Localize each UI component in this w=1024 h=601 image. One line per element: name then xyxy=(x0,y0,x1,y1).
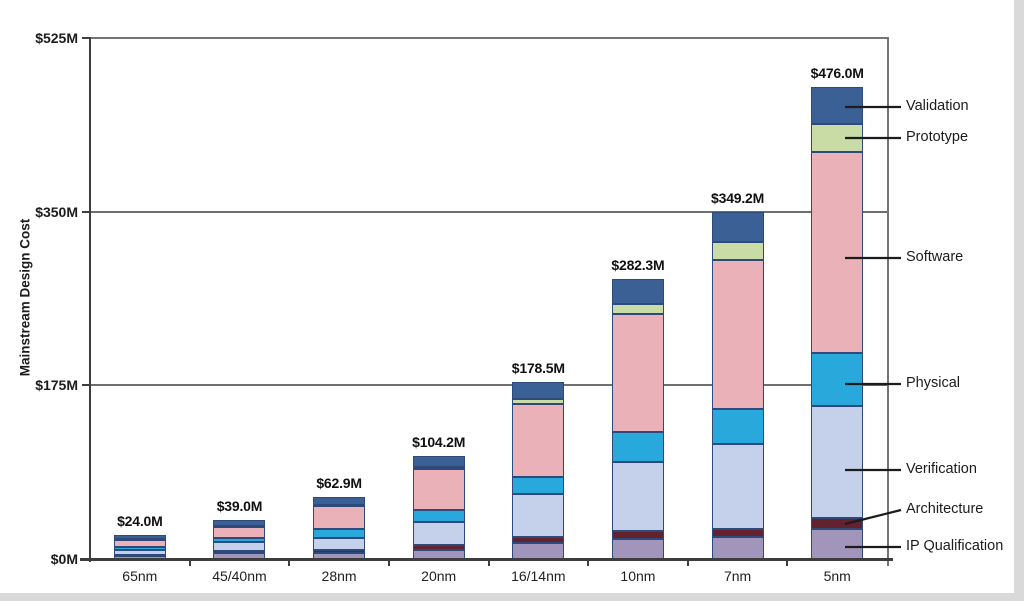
bar-segment-software xyxy=(512,403,565,477)
y-tick-mark xyxy=(82,210,90,213)
x-tick-label: 45/40nm xyxy=(212,568,267,584)
bar-segment-verification xyxy=(113,549,166,555)
bar-total-label: $476.0M xyxy=(810,64,864,81)
bar-segment-architecture xyxy=(412,545,465,551)
plot-frame-top xyxy=(90,37,889,39)
bar-segment-validation xyxy=(512,381,565,399)
bar-segment-architecture xyxy=(611,531,664,540)
bar-segment-validation xyxy=(213,520,266,526)
bar-segment-validation xyxy=(611,278,664,304)
y-tick-label: $175M xyxy=(35,377,78,394)
bar-segment-prototype xyxy=(412,466,465,470)
bar-segment-validation xyxy=(313,496,366,505)
x-tick-label: 16/14nm xyxy=(511,568,566,584)
legend-label-prototype: Prototype xyxy=(906,129,969,145)
x-tick-mark xyxy=(387,559,390,566)
bar-segment-physical xyxy=(113,547,166,550)
bar-segment-physical xyxy=(412,510,465,523)
gridline-350 xyxy=(90,210,887,213)
bar-segment-physical xyxy=(313,528,366,538)
bar-segment-prototype xyxy=(213,525,266,528)
y-tick-label: $525M xyxy=(35,30,78,46)
bar-total-label: $104.2M xyxy=(412,433,466,450)
legend-label-validation: Validation xyxy=(906,98,969,114)
bar-segment-ip-qualification xyxy=(611,539,664,559)
bar-segment-prototype xyxy=(113,538,166,541)
plot-frame-right xyxy=(887,37,889,566)
y-tick-label: $350M xyxy=(35,203,78,220)
bar-segment-verification xyxy=(412,522,465,546)
bar-segment-ip-qualification xyxy=(711,537,764,559)
x-tick-label: 5nm xyxy=(823,568,851,584)
bar-segment-software xyxy=(811,152,864,353)
bar-total-label: $39.0M xyxy=(216,498,263,515)
bar-segment-architecture xyxy=(711,529,764,538)
bar-segment-validation xyxy=(711,212,764,243)
y-tick-mark xyxy=(82,384,90,387)
y-tick-label: $0M xyxy=(50,551,78,567)
bar-segment-verification xyxy=(711,443,764,530)
bar-segment-prototype xyxy=(313,504,366,507)
bar-segment-physical xyxy=(611,431,664,462)
x-tick-mark xyxy=(487,559,490,566)
x-tick-mark xyxy=(686,559,689,566)
bar-total-label: $349.2M xyxy=(711,190,765,207)
bar-total-label: $282.3M xyxy=(611,256,665,273)
bar-segment-verification xyxy=(313,537,366,550)
plot-frame-bottom-axis xyxy=(80,558,893,561)
bar-total-label: $62.9M xyxy=(316,474,362,491)
bar-segment-architecture xyxy=(512,537,565,544)
bar-segment-software xyxy=(313,505,366,529)
x-tick-label: 10nm xyxy=(620,568,656,584)
bar-segment-validation xyxy=(811,86,864,125)
bar-segment-software xyxy=(711,260,764,409)
x-tick-label: 7nm xyxy=(723,568,752,584)
bar-segment-physical xyxy=(811,352,864,407)
bar-segment-prototype xyxy=(611,303,664,314)
bar-segment-verification xyxy=(811,406,864,519)
x-tick-mark xyxy=(587,559,590,566)
bar-segment-verification xyxy=(512,494,565,538)
bar-segment-architecture xyxy=(213,550,266,553)
x-tick-mark xyxy=(288,559,291,566)
legend-label-ip-qualification: IP Qualification xyxy=(906,538,1004,554)
bar-segment-physical xyxy=(711,408,764,444)
y-tick-mark xyxy=(82,37,90,39)
gridline-175 xyxy=(90,384,887,387)
bar-segment-ip-qualification xyxy=(512,543,565,559)
screen-edge-strip-right xyxy=(1014,0,1024,601)
bar-segment-verification xyxy=(611,461,664,532)
bar-segment-software xyxy=(611,313,664,432)
bar-segment-prototype xyxy=(512,398,565,404)
bar-segment-prototype xyxy=(811,124,864,153)
bar-segment-architecture xyxy=(313,549,366,554)
bar-segment-verification xyxy=(213,542,266,551)
bar-segment-prototype xyxy=(711,242,764,261)
x-tick-label: 28nm xyxy=(321,568,357,584)
bar-segment-validation xyxy=(412,455,465,467)
bar-segment-architecture xyxy=(811,518,864,530)
legend-label-verification: Verification xyxy=(906,461,977,477)
bar-segment-software xyxy=(412,469,465,511)
legend-label-physical: Physical xyxy=(906,375,960,391)
screen-edge-strip-bottom xyxy=(0,593,1024,601)
bar-total-label: $178.5M xyxy=(511,359,565,376)
x-tick-mark xyxy=(188,559,191,566)
bar-segment-physical xyxy=(512,476,565,495)
x-tick-label: 20nm xyxy=(421,568,457,584)
bar-total-label: $24.0M xyxy=(117,513,163,530)
bar-segment-validation xyxy=(113,535,166,539)
legend-label-architecture: Architecture xyxy=(906,501,984,517)
legend-label-software: Software xyxy=(906,249,964,265)
x-tick-label: 65nm xyxy=(122,568,158,584)
bar-segment-physical xyxy=(213,538,266,543)
bar-segment-architecture xyxy=(113,554,166,557)
plot-frame-left-axis xyxy=(89,37,91,562)
bar-segment-ip-qualification xyxy=(811,529,864,559)
bar-segment-software xyxy=(213,526,266,539)
x-tick-mark xyxy=(786,559,789,566)
